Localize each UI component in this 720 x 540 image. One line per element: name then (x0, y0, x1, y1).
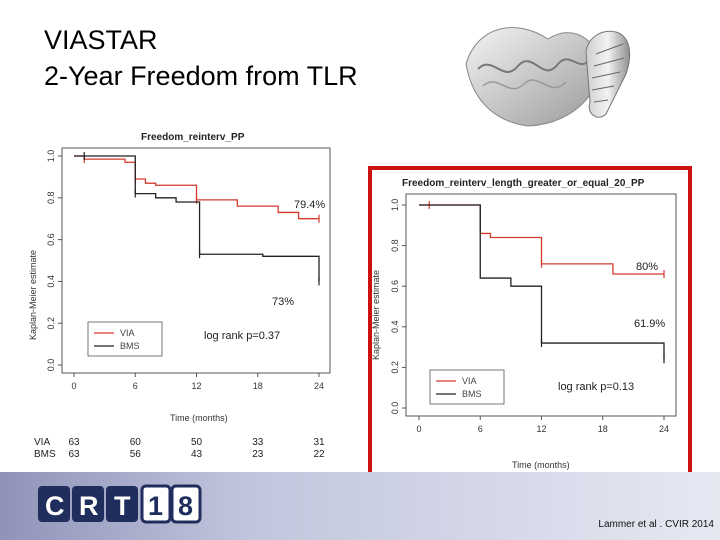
chart-2-title: Freedom_reinterv_length_greater_or_equal… (402, 178, 645, 189)
chart-1-title: Freedom_reinterv_PP (141, 132, 245, 143)
chart-1-ytick-label: 0.6 (46, 233, 56, 246)
chart-1-risk-value: 43 (191, 449, 203, 460)
chart-2-ylabel: Kaplan-Meier estimate (372, 270, 381, 360)
title-line-2: 2-Year Freedom from TLR (44, 61, 358, 91)
chart-1-ytick-label: 0.4 (46, 275, 56, 288)
chart-1-ytick-label: 0.8 (46, 192, 56, 205)
chart-2-svg: Freedom_reinterv_length_greater_or_equal… (371, 178, 677, 507)
chart-1-xtick-label: 6 (133, 381, 138, 391)
chart-2-xtick-label: 6 (478, 424, 483, 434)
chart-1-risk-value: 50 (191, 437, 203, 448)
chart-1-risk-value: 31 (313, 437, 325, 448)
chart-2-legend-box (429, 369, 505, 405)
svg-text:C: C (45, 491, 65, 521)
chart-1-xtick-label: 24 (314, 381, 324, 391)
chart-1-annotation-bms: 73% (272, 296, 294, 308)
chart-2-ytick-label: 0.4 (390, 321, 400, 334)
chart-2-xtick-label: 18 (598, 424, 608, 434)
chart-long-lesion-freedom-reintervention: Freedom_reinterv_length_greater_or_equal… (368, 166, 692, 520)
chart-2-xlabel: Time (months) (512, 460, 570, 470)
chart-2-series-bms-line (419, 204, 665, 360)
chart-1-svg: Freedom_reinterv_PP Kaplan-Meier estimat… (28, 132, 331, 460)
chart-2-xtick-label: 12 (536, 424, 546, 434)
chart-2-ytick-label: 0.8 (390, 239, 400, 252)
chart-1-risk-value: 23 (252, 449, 264, 460)
chart-1-risk-value: 56 (130, 449, 142, 460)
title-line-1: VIASTAR (44, 25, 158, 55)
chart-2-ytick-label: 0.0 (390, 402, 400, 415)
chart-overall-freedom-reintervention: Freedom_reinterv_PP Kaplan-Meier estimat… (22, 118, 340, 470)
chart-1-risk-row-label: VIA (34, 437, 50, 448)
chart-1-legend-label-via: VIA (120, 328, 135, 338)
chart-1-series-bms-line (74, 155, 320, 282)
chart-1-risk-row-label: BMS (34, 449, 56, 460)
chart-1-annotation-via: 79.4% (294, 199, 325, 211)
chart-2-xtick-label: 0 (416, 424, 421, 434)
citation: Lammer et al . CVIR 2014 (598, 519, 714, 530)
chart-2-legend-label-bms: BMS (462, 389, 482, 399)
chart-2-legend-label-via: VIA (462, 376, 477, 386)
chart-1-series-via-line (74, 155, 319, 220)
chart-2-ytick-label: 1.0 (390, 199, 400, 212)
valve-stent-illustration (458, 14, 658, 134)
chart-1-risk-value: 33 (252, 437, 264, 448)
chart-1-xtick-label: 0 (71, 381, 76, 391)
chart-1-risk-value: 63 (68, 437, 80, 448)
slide-title: VIASTAR 2-Year Freedom from TLR (44, 22, 358, 94)
chart-2-annotation-via: 80% (636, 261, 658, 273)
chart-2-ytick-label: 0.6 (390, 280, 400, 293)
chart-1-risk-value: 60 (130, 437, 142, 448)
chart-1-xtick-label: 12 (191, 381, 201, 391)
chart-1-xlabel: Time (months) (170, 413, 228, 423)
svg-text:1: 1 (148, 491, 163, 521)
chart-1-ytick-label: 0.2 (46, 317, 56, 330)
chart-2-ytick-label: 0.2 (390, 361, 400, 374)
chart-2-logrank: log rank p=0.13 (558, 381, 634, 393)
svg-text:R: R (79, 491, 99, 521)
chart-1-xtick-label: 18 (253, 381, 263, 391)
chart-1-legend-box (87, 321, 163, 357)
chart-1-ytick-label: 0.0 (46, 359, 56, 372)
chart-2-xtick-label: 24 (659, 424, 669, 434)
chart-1-risk-value: 22 (313, 449, 325, 460)
chart-1-ylabel: Kaplan-Meier estimate (28, 250, 38, 340)
chart-1-ytick-label: 1.0 (46, 150, 56, 163)
svg-text:T: T (114, 491, 131, 521)
svg-text:8: 8 (178, 491, 193, 521)
chart-1-logrank: log rank p=0.37 (204, 330, 280, 342)
chart-1-risk-value: 63 (68, 449, 80, 460)
crt18-logo: C R T 1 8 (38, 484, 203, 529)
chart-1-legend-label-bms: BMS (120, 341, 140, 351)
chart-2-annotation-bms: 61.9% (634, 318, 665, 330)
